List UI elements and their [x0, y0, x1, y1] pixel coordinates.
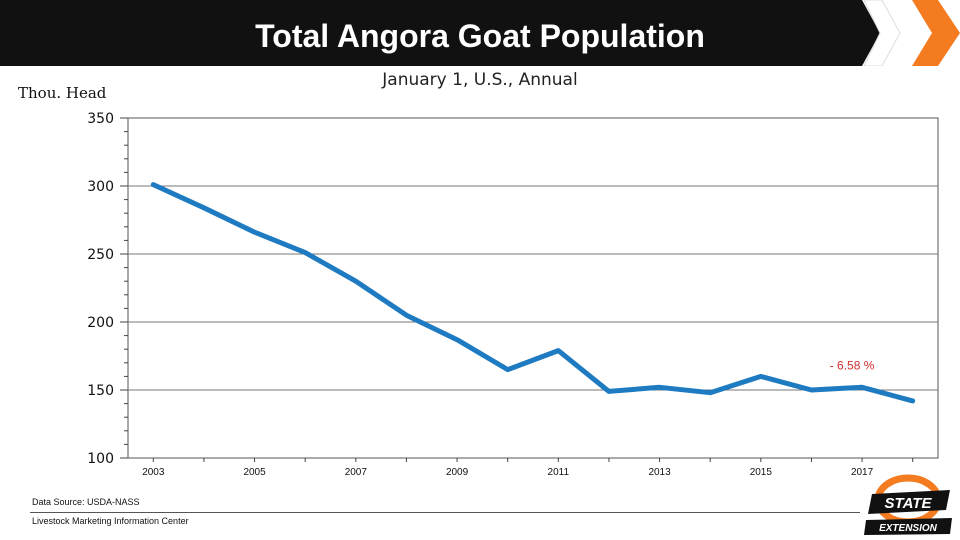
x-tick-label: 2017 [851, 467, 874, 478]
title-bar [0, 0, 880, 66]
x-tick-label: 2011 [548, 467, 570, 478]
svg-text:STATE: STATE [885, 495, 933, 512]
osu-extension-logo: STATE EXTENSION [864, 474, 952, 535]
x-tick-label: 2005 [243, 467, 266, 478]
series-line [150, 182, 916, 404]
x-tick-label: 2015 [750, 467, 773, 478]
y-tick-label: 250 [87, 247, 114, 263]
credit-text: Livestock Marketing Information Center [32, 516, 189, 526]
svg-text:EXTENSION: EXTENSION [879, 523, 938, 534]
chevron-right-icon [863, 0, 960, 66]
y-tick-label: 100 [87, 451, 114, 467]
x-tick-label: 2013 [648, 467, 671, 478]
chart-subtitle: January 1, U.S., Annual [382, 70, 578, 90]
y-tick-label: 200 [87, 315, 114, 331]
page-title: Total Angora Goat Population [255, 18, 705, 54]
x-tick-label: 2009 [446, 467, 469, 478]
x-tick-label: 2003 [142, 467, 165, 478]
line-chart: 100 150 200 250 300 350 2003 2005 2007 2009 2011 20… [87, 111, 939, 478]
y-tick-label: 350 [87, 111, 114, 127]
x-tick-label: 2007 [345, 467, 368, 478]
footer-divider [30, 512, 860, 513]
y-axis-label: Thou. Head [18, 84, 107, 102]
change-annotation: - 6.58 % [830, 359, 875, 373]
plot-area [127, 117, 939, 459]
data-source: Data Source: USDA-NASS [32, 497, 140, 507]
y-tick-label: 150 [87, 383, 114, 399]
y-tick-label: 300 [87, 179, 114, 195]
